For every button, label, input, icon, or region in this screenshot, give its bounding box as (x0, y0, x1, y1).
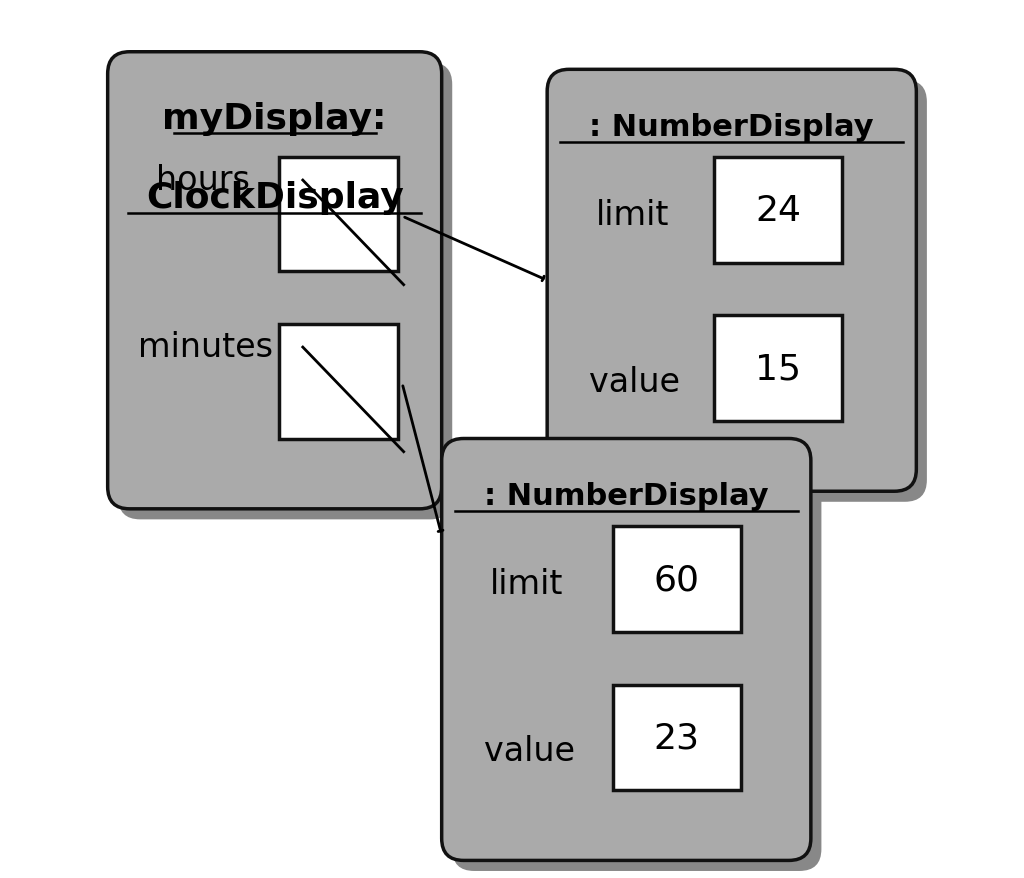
FancyBboxPatch shape (108, 53, 441, 509)
Text: hours: hours (156, 163, 250, 197)
Text: 60: 60 (653, 563, 699, 596)
Text: myDisplay:: myDisplay: (163, 102, 387, 135)
FancyBboxPatch shape (441, 439, 811, 860)
Bar (613, 685, 740, 790)
Bar (280, 325, 397, 439)
Text: limit: limit (596, 198, 669, 232)
Bar (714, 316, 842, 421)
Bar (714, 158, 842, 263)
Text: 15: 15 (755, 352, 801, 385)
Text: value: value (590, 365, 680, 399)
Text: 23: 23 (653, 721, 699, 754)
FancyBboxPatch shape (547, 70, 916, 492)
Text: value: value (484, 734, 574, 767)
Text: limit: limit (490, 567, 563, 601)
Bar (613, 527, 740, 632)
FancyBboxPatch shape (453, 450, 821, 871)
Text: 24: 24 (755, 194, 801, 227)
Bar (280, 158, 397, 272)
FancyBboxPatch shape (558, 81, 927, 502)
Text: : NumberDisplay: : NumberDisplay (590, 113, 874, 141)
Text: : NumberDisplay: : NumberDisplay (484, 482, 769, 510)
FancyBboxPatch shape (118, 63, 453, 520)
Text: minutes: minutes (138, 330, 273, 363)
Text: ClockDisplay: ClockDisplay (145, 181, 403, 214)
